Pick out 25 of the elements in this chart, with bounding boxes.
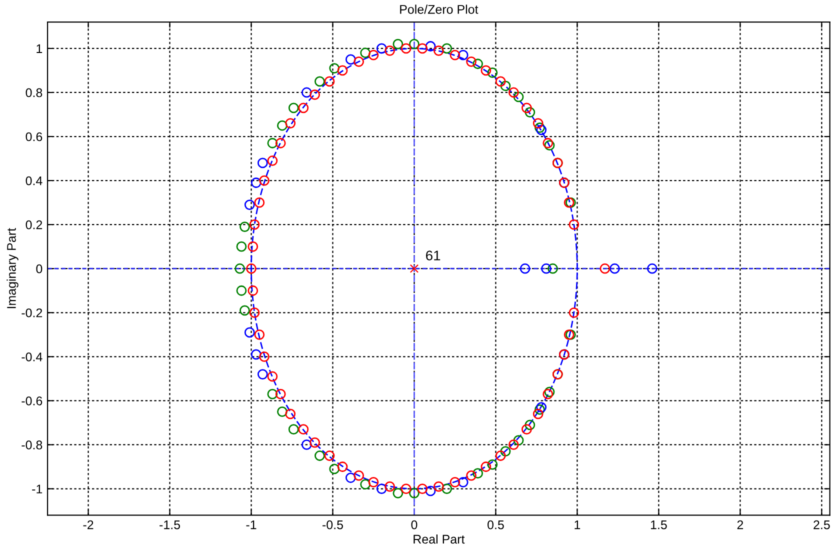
x-tick-label: 2 <box>737 520 744 530</box>
x-tick-label: -1 <box>246 520 256 530</box>
x-tick-label: 0 <box>411 520 418 530</box>
x-tick-label: 1.5 <box>650 520 667 530</box>
y-tick-label: 0.2 <box>26 220 42 230</box>
y-tick-label: -0.6 <box>22 396 42 406</box>
y-tick-label: -0.2 <box>22 308 42 318</box>
y-tick-label: 0.4 <box>26 176 42 186</box>
x-tick-label: 2.5 <box>814 520 830 530</box>
chart-title: Pole/Zero Plot <box>400 4 478 14</box>
y-axis-title: Imaginary Part <box>6 228 18 308</box>
y-tick-label: -1 <box>32 484 42 494</box>
y-tick-label: 0.6 <box>26 132 42 142</box>
x-tick-label: -0.5 <box>322 520 343 530</box>
y-tick-label: -0.4 <box>22 352 42 362</box>
y-tick-label: -0.8 <box>22 440 42 450</box>
x-tick-label: 1 <box>574 520 580 530</box>
x-axis-title: Real Part <box>414 534 465 544</box>
y-tick-label: 0.8 <box>26 88 42 98</box>
x-tick-label: -2 <box>83 520 94 530</box>
y-tick-label: 1 <box>36 44 42 53</box>
x-tick-label: -1.5 <box>160 520 180 530</box>
x-tick-label: 0.5 <box>488 520 504 530</box>
annotation: 61 <box>426 250 440 260</box>
y-tick-label: 0 <box>36 264 42 274</box>
